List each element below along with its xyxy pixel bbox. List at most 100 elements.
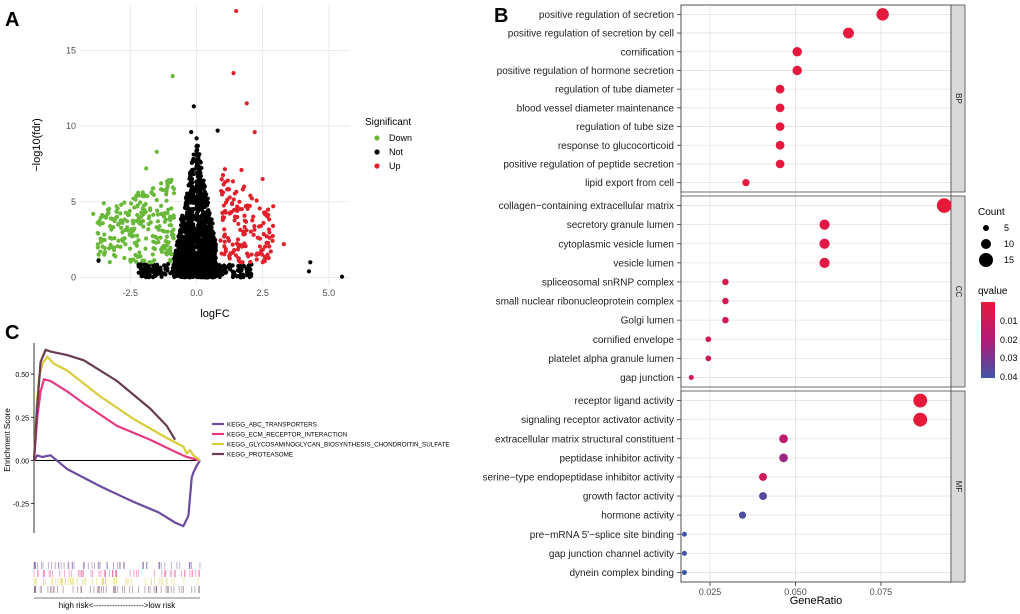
point-not: [197, 254, 202, 259]
point-up: [248, 229, 253, 234]
point-down: [112, 235, 117, 241]
point-not: [203, 223, 208, 228]
point-up: [222, 239, 227, 244]
point-down: [111, 246, 116, 251]
volcano-x-tick: 0.0: [190, 288, 203, 298]
count-legend-label-5: 5: [1004, 223, 1009, 233]
qvalue-label-002: 0.02: [1000, 335, 1018, 345]
facet-strip-label: MF: [954, 481, 963, 493]
go-term-dot: [742, 179, 750, 187]
go-term-label: positive regulation of secretion by cell: [508, 29, 674, 40]
point-up: [231, 71, 236, 76]
point-not: [190, 159, 195, 165]
point-down: [164, 179, 170, 184]
point-not: [195, 183, 201, 188]
point-up: [233, 253, 239, 258]
gsea-y-ticks: 0.50 0.25 0.00 -0.25: [13, 372, 34, 509]
point-up: [231, 197, 236, 202]
point-not: [194, 160, 199, 165]
volcano-x-axis-label: logFC: [200, 308, 229, 320]
point-not: [191, 265, 196, 270]
point-down: [162, 214, 167, 219]
point-not: [185, 209, 191, 215]
point-down: [154, 197, 159, 203]
point-down: [115, 206, 120, 211]
point-down: [102, 245, 107, 251]
point-down: [154, 149, 159, 154]
gsea-y-tick: 0.00: [15, 458, 29, 465]
point-not: [197, 231, 203, 236]
point-not: [308, 260, 313, 265]
point-not: [205, 196, 210, 201]
point-down: [127, 208, 132, 214]
point-not: [185, 191, 190, 196]
gsea-curve: [32, 377, 201, 462]
go-term-label: growth factor activity: [583, 492, 674, 503]
point-down: [140, 258, 145, 263]
gsea-y-tick: 0.50: [15, 372, 29, 379]
point-down: [169, 232, 175, 237]
point-down: [133, 259, 139, 264]
point-up: [267, 235, 272, 240]
point-not: [237, 268, 242, 273]
point-down: [162, 219, 167, 224]
point-not: [199, 207, 204, 212]
go-term-dot: [722, 316, 729, 324]
point-up: [250, 218, 255, 223]
point-not: [194, 143, 200, 148]
volcano-x-tick: -2.5: [123, 288, 139, 298]
point-not: [189, 233, 194, 238]
point-not: [171, 267, 176, 272]
point-up: [218, 238, 223, 243]
point-not: [194, 179, 199, 184]
point-up: [238, 227, 243, 232]
dotplot-x-ticks: 0.025 0.050 0.075: [699, 582, 892, 597]
point-up: [223, 246, 228, 252]
point-not: [227, 262, 232, 267]
point-down: [128, 257, 133, 262]
gsea-legend-label: KEGG_ECM_RECEPTOR_INTERACTION: [227, 432, 348, 439]
point-not: [190, 184, 195, 190]
go-term-dot: [759, 492, 768, 501]
point-down: [147, 260, 152, 265]
volcano-y-tick: 5: [71, 197, 76, 207]
point-down: [95, 245, 100, 250]
count-legend-dot-5: [983, 225, 989, 231]
gsea-rank-rug: [33, 562, 201, 593]
point-up: [262, 244, 268, 249]
point-down: [115, 214, 120, 219]
point-down: [103, 214, 108, 219]
point-not: [205, 270, 210, 276]
point-down: [141, 224, 146, 229]
volcano-ticks: -2.5 0.0 2.5 5.0 0 5 10 15: [66, 45, 335, 298]
gsea-curve: [33, 453, 201, 528]
gsea-y-tick: -0.25: [13, 502, 29, 509]
point-not: [141, 269, 146, 274]
go-term-dot: [779, 453, 788, 463]
point-not: [190, 236, 196, 241]
point-down: [169, 229, 175, 234]
point-not: [206, 249, 211, 254]
point-not: [212, 246, 218, 251]
legend-label-down: Down: [389, 133, 412, 143]
volcano-x-tick: 2.5: [256, 288, 269, 298]
point-not: [180, 234, 185, 239]
go-term-label: cornification: [621, 47, 674, 58]
point-not: [150, 275, 156, 280]
point-not: [194, 136, 199, 141]
point-down: [159, 249, 165, 254]
go-term-dot: [775, 84, 785, 94]
point-down: [136, 238, 141, 243]
point-up: [237, 199, 242, 204]
go-term-label: spliceosomal snRNP complex: [542, 277, 674, 288]
count-legend-title: Count: [978, 207, 1005, 218]
point-down: [168, 179, 173, 184]
point-down: [138, 200, 143, 205]
point-up: [228, 251, 233, 256]
go-term-dot: [681, 550, 687, 556]
point-up: [271, 204, 276, 209]
point-not: [202, 244, 207, 249]
go-term-label: lipid export from cell: [585, 178, 674, 189]
go-term-label: hormone activity: [601, 511, 674, 522]
point-up: [234, 8, 239, 14]
